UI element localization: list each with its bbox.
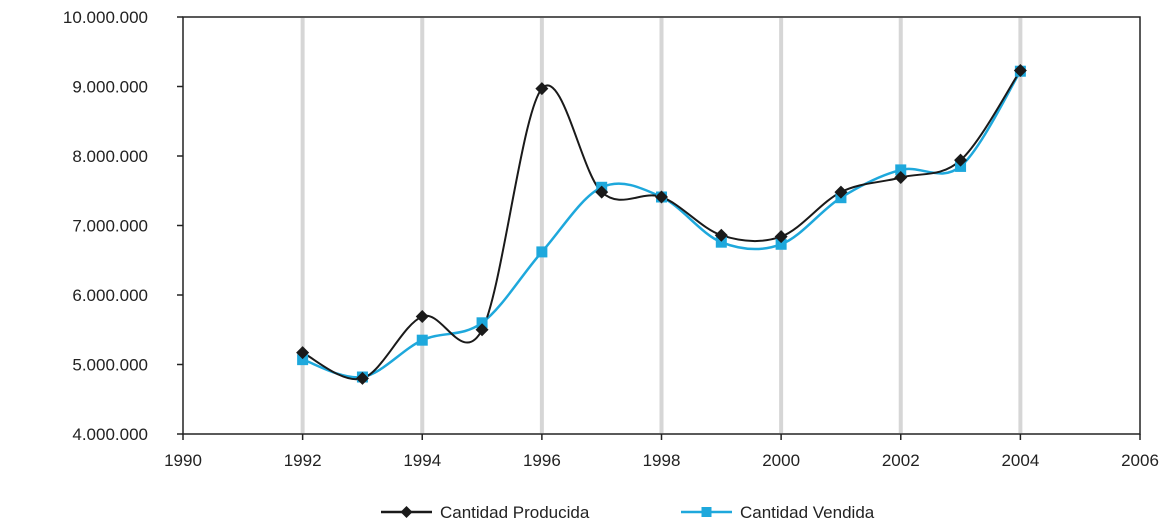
data-point-producida	[894, 171, 908, 185]
x-tick-label: 2000	[762, 451, 800, 470]
data-point-producida	[834, 185, 848, 199]
data-point-vendida	[775, 238, 787, 250]
data-point-producida	[535, 82, 549, 96]
data-point-vendida	[536, 246, 548, 258]
x-tick-label: 1990	[164, 451, 202, 470]
legend-label-vendida: Cantidad Vendida	[740, 503, 875, 522]
data-point-vendida	[895, 164, 907, 176]
data-point-producida	[655, 190, 668, 204]
data-point-producida	[475, 323, 489, 337]
y-tick-label: 10.000.000	[63, 8, 148, 27]
x-tick-label: 1996	[523, 451, 561, 470]
x-tick-label: 2006	[1121, 451, 1159, 470]
data-point-vendida	[416, 334, 428, 346]
data-point-vendida	[715, 236, 727, 248]
x-tick-label: 1994	[403, 451, 441, 470]
x-tick-label: 1998	[643, 451, 681, 470]
y-tick-label: 9.000.000	[72, 78, 148, 97]
data-point-producida	[954, 153, 968, 167]
y-tick-label: 8.000.000	[72, 147, 148, 166]
legend-square-marker-icon	[701, 507, 712, 517]
legend-item-vendida: Cantidad Vendida	[681, 503, 875, 522]
data-point-producida	[714, 228, 728, 242]
data-point-producida	[1013, 64, 1027, 78]
data-point-producida	[595, 185, 609, 199]
gridlines	[300, 18, 1023, 433]
legend-diamond-marker-icon	[400, 506, 413, 518]
data-point-producida	[355, 371, 369, 385]
x-axis-ticks: 1990 1992 1994 1996 1998 2000 2002 2004 2006	[164, 434, 1159, 470]
legend-item-producida: Cantidad Producida	[381, 503, 590, 522]
series-markers	[296, 64, 1027, 385]
x-tick-label: 1992	[284, 451, 322, 470]
data-point-vendida	[476, 317, 488, 329]
data-point-producida	[296, 346, 310, 360]
x-tick-label: 2004	[1001, 451, 1039, 470]
y-axis-ticks: 4.000.000 5.000.000 6.000.000 7.000.000 8.00…	[63, 8, 183, 444]
y-tick-label: 4.000.000	[72, 425, 148, 444]
legend-label-producida: Cantidad Producida	[440, 503, 590, 522]
y-tick-label: 6.000.000	[72, 286, 148, 305]
x-tick-label: 2002	[882, 451, 920, 470]
data-point-producida	[415, 310, 429, 324]
data-point-producida	[774, 230, 788, 244]
legend: Cantidad Producida Cantidad Vendida	[381, 503, 875, 522]
data-point-vendida	[297, 354, 309, 366]
y-tick-label: 7.000.000	[72, 217, 148, 236]
y-tick-label: 5.000.000	[72, 356, 148, 375]
